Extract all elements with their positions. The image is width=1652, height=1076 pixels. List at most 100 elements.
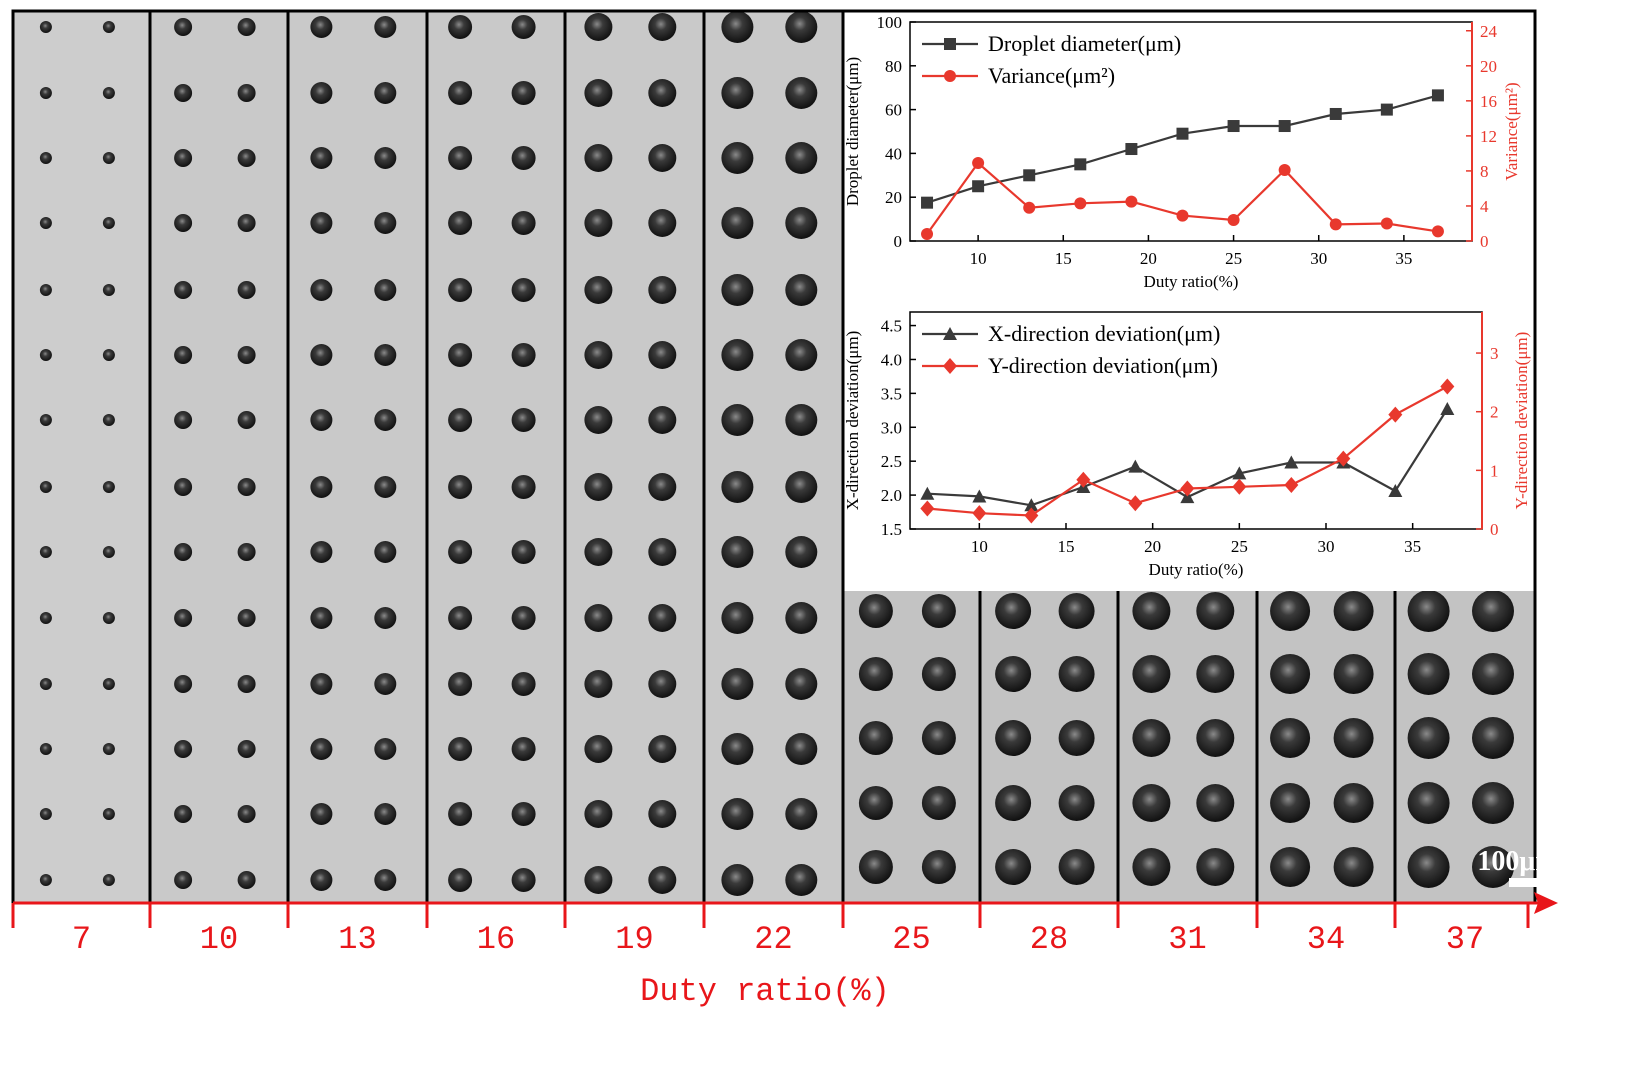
droplet-7-5-0 <box>39 349 52 361</box>
droplet-7-7-0 <box>39 481 52 493</box>
droplet-16-3-1 <box>511 211 536 235</box>
duty-ratio-label-34: 34 <box>1307 921 1345 958</box>
droplet-22-4-0 <box>721 274 754 306</box>
droplet-13-6-0 <box>310 409 333 431</box>
droplet-16-10-1 <box>511 672 536 696</box>
data-point-1-6 <box>1227 213 1240 226</box>
droplet-10-13-0 <box>174 871 193 889</box>
droplet-7-4-1 <box>102 284 115 296</box>
droplet-16-3-0 <box>448 211 473 235</box>
y2-tick-label: 4 <box>1480 197 1489 216</box>
droplet-16-11-1 <box>511 737 536 761</box>
droplet-22-8-1 <box>785 536 818 568</box>
droplet-7-9-0 <box>39 612 52 624</box>
data-point-0-5 <box>1176 127 1189 140</box>
x-tick-label: 25 <box>1225 249 1242 268</box>
droplet-19-11-1 <box>648 735 677 763</box>
y2-tick-label: 1 <box>1490 461 1499 480</box>
droplet-37-0-0 <box>1407 590 1450 632</box>
droplet-16-4-1 <box>511 278 536 302</box>
duty-ratio-label-7: 7 <box>72 921 91 958</box>
y-tick-label: 0 <box>894 232 903 251</box>
droplet-16-10-0 <box>448 672 473 696</box>
y-tick-label: 2.5 <box>881 452 902 471</box>
droplet-19-9-1 <box>648 604 677 632</box>
droplet-25-3-0 <box>858 786 893 820</box>
data-point-1-8 <box>1336 450 1351 467</box>
x-tick-label: 20 <box>1140 249 1157 268</box>
droplet-16-8-1 <box>511 540 536 564</box>
droplet-22-0-0 <box>721 11 754 43</box>
x-tick-label: 30 <box>1318 537 1335 556</box>
y-tick-label: 40 <box>885 144 902 163</box>
droplet-10-11-0 <box>174 740 193 758</box>
droplet-22-4-1 <box>785 274 818 306</box>
droplet-25-0-1 <box>921 594 956 628</box>
droplet-13-6-1 <box>374 409 397 431</box>
data-point-0-8 <box>1329 107 1342 120</box>
droplet-25-1-1 <box>921 657 956 691</box>
droplet-19-3-0 <box>584 209 613 237</box>
droplet-16-12-0 <box>448 802 473 826</box>
droplet-16-9-1 <box>511 606 536 630</box>
duty-ratio-label-28: 28 <box>1030 921 1068 958</box>
droplet-diameter-chart: 10 15 20 25 30 35 0 20 40 60 80 100 0 4 8 12 16 20 24 Duty … <box>843 13 1521 291</box>
data-point-1-1 <box>972 505 987 522</box>
x-tick-label: 30 <box>1310 249 1327 268</box>
droplet-13-11-0 <box>310 738 333 760</box>
droplet-7-2-0 <box>39 152 52 164</box>
droplet-7-13-1 <box>102 874 115 886</box>
droplet-7-11-1 <box>102 743 115 755</box>
droplet-10-9-0 <box>174 609 193 627</box>
droplet-22-10-1 <box>785 668 818 700</box>
droplet-37-2-0 <box>1407 717 1450 759</box>
droplet-7-6-0 <box>39 414 52 426</box>
droplet-7-7-1 <box>102 481 115 493</box>
droplet-13-9-1 <box>374 607 397 629</box>
droplet-16-9-0 <box>448 606 473 630</box>
droplet-10-12-1 <box>237 805 256 823</box>
droplet-10-13-1 <box>237 871 256 889</box>
droplet-37-0-1 <box>1472 590 1514 632</box>
droplet-16-0-0 <box>448 15 473 39</box>
droplet-28-1-1 <box>1058 656 1095 692</box>
duty-ratio-label-22: 22 <box>754 921 792 958</box>
droplet-7-3-0 <box>39 217 52 229</box>
droplet-13-2-0 <box>310 147 333 169</box>
droplet-28-2-1 <box>1058 720 1095 756</box>
droplet-31-4-0 <box>1132 848 1171 886</box>
droplet-10-4-0 <box>174 281 193 299</box>
y-tick-label: 2.0 <box>881 486 902 505</box>
droplet-13-4-1 <box>374 279 397 301</box>
data-point-1-2 <box>1023 201 1036 214</box>
droplet-22-7-0 <box>721 471 754 503</box>
droplet-34-3-1 <box>1333 783 1374 823</box>
legend-marker-0 <box>944 38 956 50</box>
droplet-19-4-1 <box>648 276 677 304</box>
droplet-panel-10 <box>150 11 288 903</box>
y2-tick-label: 12 <box>1480 127 1497 146</box>
y2-tick-label: 3 <box>1490 344 1499 363</box>
droplet-34-4-0 <box>1270 847 1311 887</box>
droplet-22-6-1 <box>785 404 818 436</box>
droplet-16-6-1 <box>511 408 536 432</box>
legend-marker-0 <box>943 327 957 340</box>
droplet-22-1-1 <box>785 77 818 109</box>
droplet-28-2-0 <box>995 720 1032 756</box>
droplet-19-13-0 <box>584 866 613 894</box>
droplet-7-8-0 <box>39 546 52 558</box>
duty-ratio-label-13: 13 <box>338 921 376 958</box>
droplet-25-3-1 <box>921 786 956 820</box>
scale-bar-label: 100μm <box>1477 846 1558 877</box>
droplet-7-1-1 <box>102 87 115 99</box>
droplet-13-0-1 <box>374 16 397 38</box>
data-point-0-7 <box>1284 455 1299 469</box>
x-tick-label: 35 <box>1404 537 1421 556</box>
data-point-0-5 <box>1180 490 1195 504</box>
droplet-19-0-1 <box>648 13 677 41</box>
data-point-1-10 <box>1431 225 1444 238</box>
data-point-1-2 <box>1024 507 1039 524</box>
legend-label-0: X-direction deviation(μm) <box>988 321 1220 346</box>
droplet-13-2-1 <box>374 147 397 169</box>
droplet-34-0-0 <box>1270 591 1311 631</box>
